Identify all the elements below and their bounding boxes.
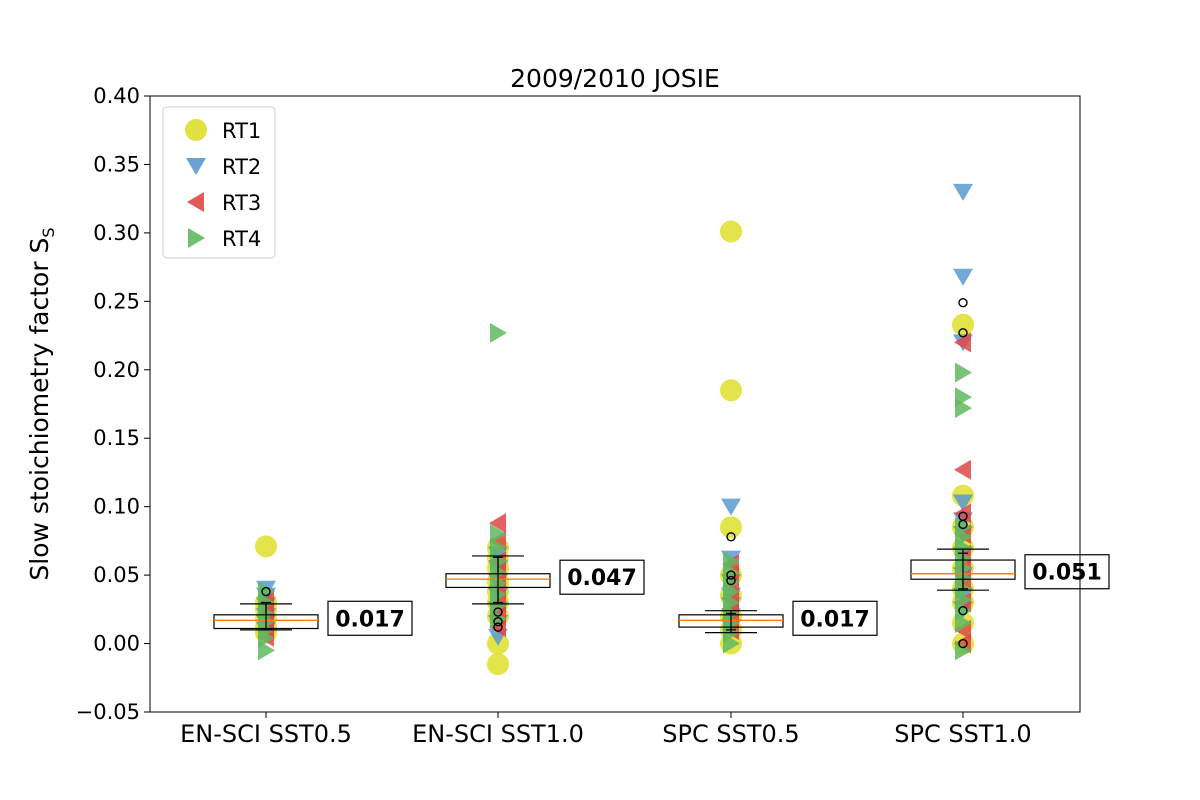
median-label: 0.047: [567, 566, 637, 591]
data-point-rt2: [953, 494, 973, 512]
legend-marker-rt3: [187, 192, 204, 212]
error-bar-4: [958, 552, 968, 590]
y-axis-label-main: Slow stoichiometry factor S: [25, 238, 54, 581]
legend-label-rt2: RT2: [222, 155, 261, 179]
y-tick-label: 0.30: [93, 221, 140, 245]
x-axis: EN-SCI SST0.5 EN-SCI SST1.0 SPC SST0.5 SPC …: [180, 712, 1032, 748]
legend-label-rt1: RT1: [222, 119, 261, 143]
data-point-rt4: [955, 398, 972, 419]
legend-marker-rt2: [186, 158, 206, 175]
median-label: 0.017: [800, 607, 870, 632]
y-tick-label: 0.10: [93, 495, 140, 519]
x-tick-label: EN-SCI SST1.0: [412, 720, 584, 748]
median-label-box: [559, 559, 645, 595]
boxplot-2: 0.047: [445, 555, 645, 632]
median-label: 0.017: [335, 607, 405, 632]
y-axis-label-subscript: S: [39, 227, 58, 237]
error-bar-3: [726, 612, 736, 631]
boxplot-flier: [958, 519, 968, 530]
boxplot-3: 0.017: [678, 532, 878, 636]
x-tick-label: EN-SCI SST0.5: [180, 720, 352, 748]
y-tick-label: 0.00: [93, 632, 140, 656]
x-tick-label: SPC SST0.5: [662, 720, 799, 748]
median-label-box: [1024, 554, 1110, 590]
data-point-rt2: [953, 268, 973, 286]
y-axis: −0.05 0.00 0.05 0.10 0.15 0.20 0.25 0.30 0.35 0.4…: [76, 84, 150, 724]
y-tick-label: −0.05: [76, 700, 140, 724]
legend-label-rt3: RT3: [222, 191, 261, 215]
boxplot-flier: [958, 638, 968, 649]
y-tick-label: 0.35: [93, 152, 140, 176]
boxplot-flier: [726, 570, 736, 580]
legend-label-rt4: RT4: [222, 227, 261, 251]
data-point-rt1: [952, 313, 974, 336]
legend-marker-rt1: [185, 119, 207, 141]
chart-title: 2009/2010 JOSIE: [510, 64, 720, 93]
error-bar-2: [493, 556, 503, 604]
data-point-rt2: [721, 498, 741, 516]
median-label-box: [327, 600, 413, 636]
data-point-rt4: [955, 362, 972, 383]
y-tick-label: 0.20: [93, 358, 140, 382]
data-point-rt3: [489, 513, 506, 534]
data-point-rt4: [490, 322, 507, 343]
boxplot-flier: [261, 586, 271, 597]
y-axis-label: Slow stoichiometry factor SS: [25, 227, 58, 580]
x-tick-label: SPC SST1.0: [894, 720, 1031, 748]
data-point-rt4: [955, 613, 972, 634]
boxplot-flier: [958, 606, 968, 616]
data-point-rt2: [953, 183, 973, 201]
data-point-rt1: [487, 653, 509, 676]
legend-frame: [162, 106, 276, 259]
data-point-rt1: [720, 379, 742, 402]
data-point-rt1: [255, 535, 277, 558]
y-tick-label: 0.40: [93, 84, 140, 108]
boxplot-flier: [493, 607, 503, 617]
boxplot-flier: [726, 532, 736, 542]
data-point-rt4: [258, 640, 275, 661]
boxplot-flier: [958, 298, 968, 308]
data-point-rt1: [720, 516, 742, 539]
data-point-rt4: [723, 633, 740, 654]
median-label: 0.051: [1032, 561, 1102, 586]
y-tick-label: 0.25: [93, 289, 140, 313]
boxplot-flier: [493, 622, 503, 632]
boxplot-1: 0.017: [213, 586, 413, 636]
y-tick-label: 0.05: [93, 563, 140, 587]
data-point-rt4: [490, 524, 507, 545]
boxplot-4: 0.051: [910, 298, 1110, 649]
error-bar-1: [261, 601, 271, 631]
data-point-rt3: [954, 332, 971, 353]
data-point-rt4: [490, 537, 507, 558]
y-axis-label-group: Slow stoichiometry factor SS: [25, 227, 58, 580]
plot-area: 0.017 0.047 0.017 0.051: [149, 95, 1110, 713]
median-label-box: [792, 600, 878, 636]
data-point-rt3: [954, 459, 971, 480]
boxplot-flier: [493, 616, 503, 627]
boxplot-flier: [726, 575, 736, 586]
legend: RT1 RT2 RT3 RT4: [162, 106, 276, 259]
legend-marker-rt4: [188, 228, 205, 248]
y-tick-label: 0.15: [93, 426, 140, 450]
data-point-rt1: [720, 220, 742, 243]
plot-frame: [149, 95, 1081, 713]
boxplot-flier: [958, 328, 968, 338]
